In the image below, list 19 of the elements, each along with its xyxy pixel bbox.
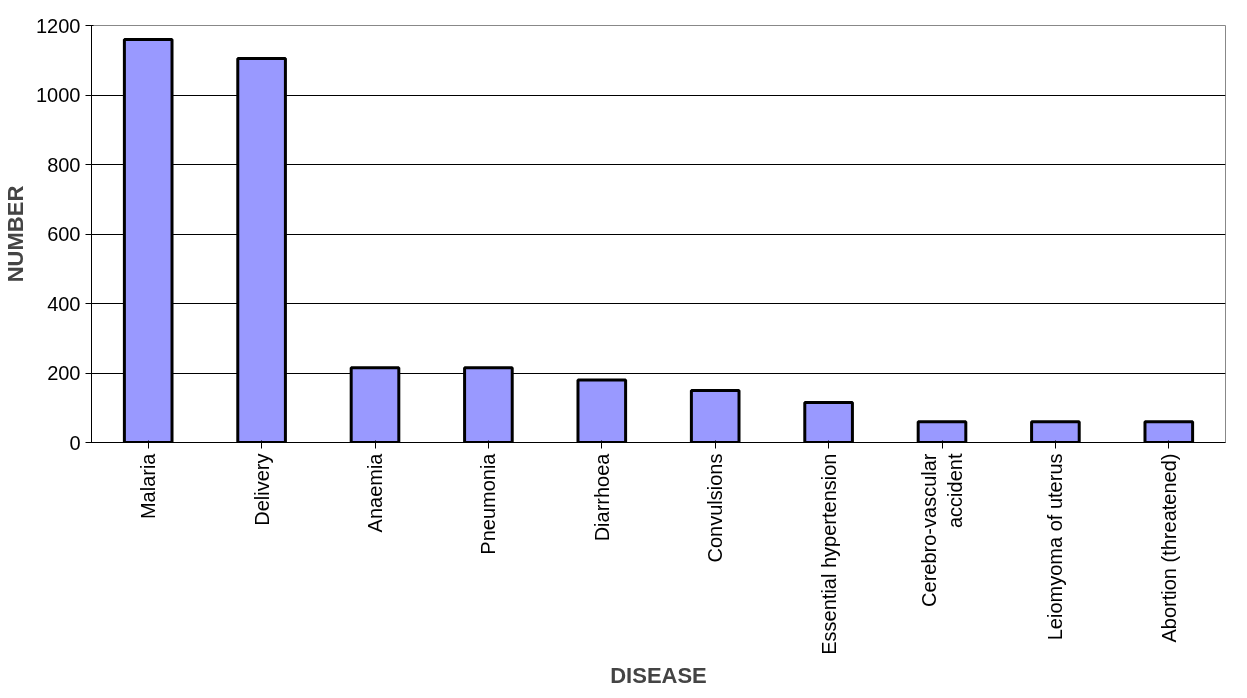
x-tick-label: Diarrhoea xyxy=(590,452,613,542)
x-tick-label: Anaemia xyxy=(364,452,386,533)
x-tick-label: Convulsions xyxy=(704,453,727,563)
y-axis-title: NUMBER xyxy=(3,185,29,283)
x-tick-label: Abortion (threatened) xyxy=(1157,453,1180,643)
y-tick-label: 600 xyxy=(47,223,81,245)
y-tick-label: 400 xyxy=(47,292,81,315)
y-tick-label: 0 xyxy=(69,431,81,454)
x-tick-label: Leiomyoma of uterus xyxy=(1044,453,1067,641)
x-axis-title: DISEASE xyxy=(610,662,707,688)
x-tick-label: Malaria xyxy=(137,452,160,520)
y-tick-label: 200 xyxy=(47,362,81,384)
y-tick-label: 800 xyxy=(47,153,81,176)
y-tick-label: 1200 xyxy=(36,14,81,37)
y-tick-label: 1000 xyxy=(36,84,81,106)
x-tick-label: Pneumonia xyxy=(477,452,500,555)
x-tick-label: Delivery xyxy=(250,453,273,526)
x-tick-label: Cerebro-vascular accident xyxy=(917,453,967,607)
x-tick-label: Essential hypertension xyxy=(817,453,840,655)
